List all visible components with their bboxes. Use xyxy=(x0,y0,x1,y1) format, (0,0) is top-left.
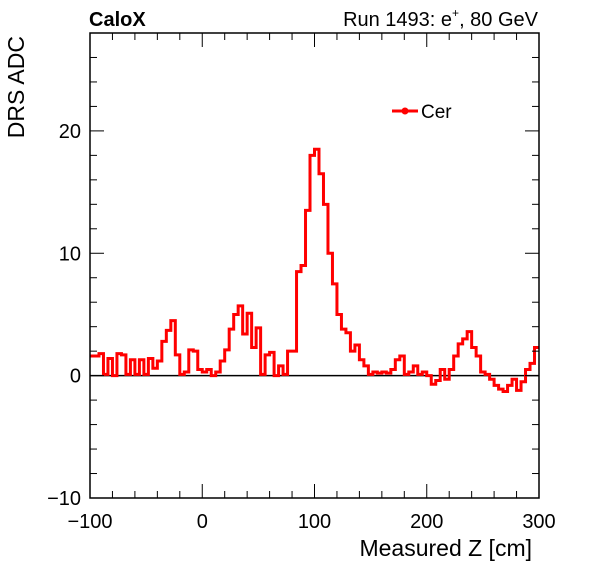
x-tick-label: 300 xyxy=(522,511,555,533)
y-tick-label: 20 xyxy=(59,121,81,143)
run-label-main: Run 1493: e xyxy=(343,9,452,31)
y-axis-title: DRS ADC xyxy=(3,36,29,138)
experiment-label: CaloX xyxy=(89,9,146,31)
series-path-cer xyxy=(90,147,539,394)
legend: Cer xyxy=(392,102,452,123)
run-label: Run 1493: e+, 80 GeV xyxy=(343,6,539,31)
run-label-tail: , 80 GeV xyxy=(459,9,539,31)
plot-frame xyxy=(89,32,540,499)
x-axis-title: Measured Z [cm] xyxy=(359,535,532,561)
plot-layer xyxy=(90,147,539,394)
x-tick-label: 100 xyxy=(298,511,331,533)
x-tick-label: −100 xyxy=(67,511,112,533)
x-tick-label: 0 xyxy=(197,511,208,533)
y-tick-label: −10 xyxy=(47,488,81,510)
legend-label-cer: Cer xyxy=(421,102,452,123)
legend-marker-cer xyxy=(401,107,409,115)
x-tick-label: 200 xyxy=(410,511,443,533)
y-tick-label: 10 xyxy=(59,243,81,265)
run-label-sup: + xyxy=(452,6,459,20)
y-tick-label: 0 xyxy=(70,366,81,388)
ticks-layer xyxy=(89,32,540,499)
